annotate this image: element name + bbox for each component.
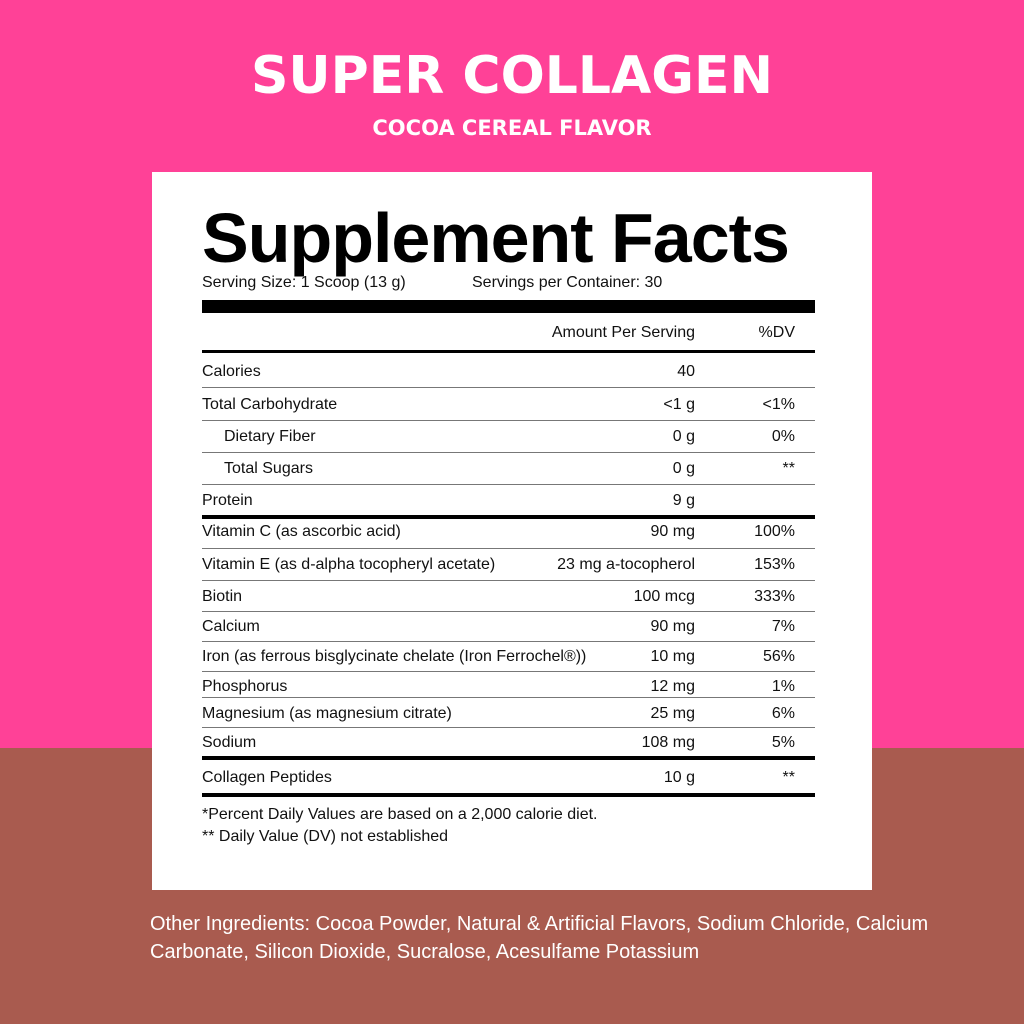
divider [202, 350, 815, 353]
divider [202, 580, 815, 581]
nutrient-name: Vitamin C (as ascorbic acid) [202, 523, 401, 540]
facts-row: Sodium 108 mg 5% [202, 734, 815, 756]
nutrient-amount: 12 mg [650, 678, 695, 695]
nutrient-dv: 333% [754, 588, 795, 605]
supplement-facts-panel: Supplement Facts Serving Size: 1 Scoop (… [152, 172, 872, 890]
nutrient-name: Calories [202, 363, 261, 380]
divider [202, 300, 815, 313]
facts-row: Biotin 100 mcg 333% [202, 588, 815, 610]
product-flavor: COCOA CEREAL FLAVOR [372, 116, 652, 140]
divider [202, 387, 815, 388]
divider [202, 641, 815, 642]
nutrient-name: Collagen Peptides [202, 769, 332, 786]
dv-header: %DV [758, 324, 795, 341]
nutrient-name: Biotin [202, 588, 243, 605]
nutrient-name: Total Carbohydrate [202, 396, 338, 413]
servings-per-container: Servings per Container: 30 [472, 274, 663, 291]
nutrient-amount: 100 mcg [633, 588, 695, 605]
nutrient-dv: 100% [754, 523, 795, 540]
nutrient-name: Total Sugars [224, 460, 313, 477]
nutrient-name: Magnesium (as magnesium citrate) [202, 705, 452, 722]
footnote: *Percent Daily Values are based on a 2,0… [202, 806, 598, 823]
serving-size: Serving Size: 1 Scoop (13 g) [202, 274, 406, 291]
divider [202, 611, 815, 612]
facts-row: Magnesium (as magnesium citrate) 25 mg 6% [202, 705, 815, 727]
facts-row: Vitamin E (as d-alpha tocopheryl acetate… [202, 556, 815, 578]
facts-row: Total Carbohydrate <1 g <1% [202, 396, 815, 418]
facts-row: Vitamin C (as ascorbic acid) 90 mg 100% [202, 523, 815, 545]
facts-row: Calories 40 [202, 363, 815, 385]
amount-header: Amount Per Serving [551, 324, 695, 341]
nutrient-name: Calcium [202, 618, 260, 635]
facts-row: Dietary Fiber 0 g 0% [202, 428, 815, 450]
nutrient-dv: ** [782, 769, 795, 786]
nutrient-amount: <1 g [663, 396, 695, 413]
nutrient-amount: 40 [677, 363, 695, 380]
nutrient-dv: ** [782, 460, 795, 477]
nutrient-name: Phosphorus [202, 678, 288, 695]
nutrient-amount: 10 mg [650, 648, 695, 665]
nutrient-amount: 25 mg [650, 705, 695, 722]
nutrient-dv: 7% [771, 618, 795, 635]
divider [202, 727, 815, 728]
nutrient-dv: 6% [771, 705, 795, 722]
facts-row: Collagen Peptides 10 g ** [202, 769, 815, 791]
facts-row: Phosphorus 12 mg 1% [202, 678, 815, 700]
product-title: SUPER COLLAGEN [250, 46, 774, 106]
nutrient-dv: 0% [771, 428, 795, 445]
facts-row: Total Sugars 0 g ** [202, 460, 815, 482]
column-headers: Amount Per Serving %DV [202, 324, 815, 346]
nutrient-amount: 10 g [663, 769, 695, 786]
divider [202, 793, 815, 797]
facts-row: Calcium 90 mg 7% [202, 618, 815, 640]
nutrient-name: Protein [202, 492, 253, 509]
nutrient-amount: 23 mg a-tocopherol [557, 556, 695, 573]
nutrient-amount: 90 mg [650, 618, 695, 635]
nutrient-amount: 0 g [672, 460, 695, 477]
nutrient-name: Iron (as ferrous bisglycinate chelate (I… [202, 648, 587, 665]
nutrient-dv: 1% [771, 678, 795, 695]
nutrient-amount: 9 g [672, 492, 695, 509]
divider [202, 548, 815, 549]
divider [202, 515, 815, 519]
nutrient-name: Dietary Fiber [224, 428, 316, 445]
divider [202, 697, 815, 698]
nutrient-dv: 56% [762, 648, 795, 665]
facts-row: Protein 9 g [202, 492, 815, 514]
nutrient-dv: 5% [771, 734, 795, 751]
nutrient-amount: 90 mg [650, 523, 695, 540]
nutrient-amount: 0 g [672, 428, 695, 445]
facts-heading: Supplement Facts [202, 199, 790, 277]
other-ingredients: Other Ingredients: Cocoa Powder, Natural… [150, 913, 929, 963]
nutrient-dv: <1% [762, 396, 795, 413]
footnote: ** Daily Value (DV) not established [202, 828, 449, 845]
facts-row: Iron (as ferrous bisglycinate chelate (I… [202, 648, 815, 670]
divider [202, 452, 815, 453]
divider [202, 756, 815, 760]
divider [202, 420, 815, 421]
nutrient-name: Sodium [202, 734, 257, 751]
nutrient-name: Vitamin E (as d-alpha tocopheryl acetate… [202, 556, 496, 573]
divider [202, 484, 815, 485]
nutrient-dv: 153% [754, 556, 795, 573]
nutrient-amount: 108 mg [641, 734, 695, 751]
divider [202, 671, 815, 672]
